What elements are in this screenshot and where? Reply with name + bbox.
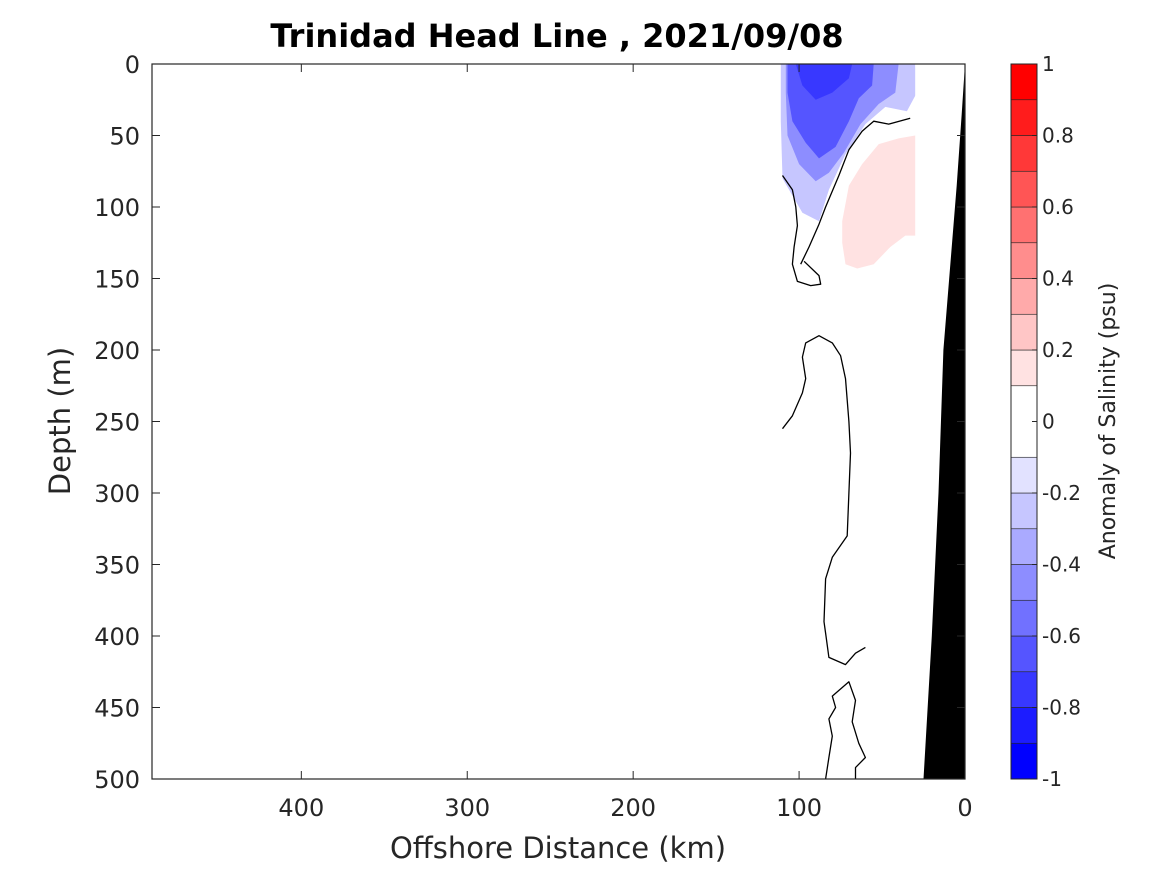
colorbar-band: [1010, 242, 1038, 279]
colorbar-band: [1010, 99, 1038, 136]
colorbar-band: [1010, 63, 1038, 101]
y-tick-label: 100: [94, 194, 140, 222]
colorbar-tick-label: 0.2: [1042, 338, 1074, 362]
colorbar-band: [1010, 492, 1038, 530]
contour-fill-saline-lens: [842, 135, 916, 269]
colorbar-tick-label: -0.6: [1042, 624, 1081, 648]
zero-contour-line: [824, 681, 867, 779]
colorbar-band: [1010, 707, 1038, 744]
plot-background: [152, 64, 965, 779]
x-tick-label: 200: [610, 794, 656, 822]
colorbar-tick-label: 1: [1042, 52, 1055, 76]
colorbar-band: [1010, 170, 1038, 208]
chart-title: Trinidad Head Line , 2021/09/08: [270, 17, 843, 55]
colorbar-tick-label: -1: [1042, 767, 1062, 791]
y-tick-label: 350: [94, 552, 140, 580]
colorbar-band: [1010, 528, 1038, 565]
data-gap: [915, 64, 965, 129]
contour-fill-fresh-core-deep: [795, 64, 853, 100]
contour-fills: [780, 64, 965, 269]
y-tick-label: 150: [94, 266, 140, 294]
x-axis-label: Offshore Distance (km): [390, 831, 726, 865]
y-tick-label: 0: [125, 51, 140, 79]
y-tick-label: 50: [109, 123, 140, 151]
colorbar-band: [1010, 313, 1038, 351]
y-tick-label: 400: [94, 623, 140, 651]
colorbar-band: [1010, 599, 1038, 637]
y-tick-label: 500: [94, 766, 140, 794]
y-tick-label: 300: [94, 480, 140, 508]
zero-contour-line: [781, 335, 866, 666]
colorbar-band: [1010, 135, 1038, 172]
zero-contours: [781, 117, 911, 779]
colorbar-band: [1010, 206, 1038, 244]
colorbar-tick-label: -0.4: [1042, 553, 1081, 577]
y-tick-label: 250: [94, 409, 140, 437]
colorbar-band: [1010, 671, 1038, 708]
seafloor: [923, 64, 965, 779]
zero-contour-line: [781, 175, 822, 287]
x-tick-label: 400: [278, 794, 324, 822]
axis-ticks: 400 300 200 100 0 0 50 100 150 200 250 300 350 400 450…: [94, 51, 972, 822]
plot-frame: [151, 63, 966, 780]
colorbar-band: [1010, 564, 1038, 601]
colorbar-label: Anomaly of Salinity (psu): [1096, 283, 1121, 560]
y-tick-label: 200: [94, 337, 140, 365]
colorbar-tick-label: 0: [1042, 410, 1055, 434]
y-axis-label: Depth (m): [43, 347, 77, 495]
colorbar-band: [1010, 456, 1038, 494]
seafloor-bathymetry: [923, 64, 965, 779]
colorbar-tick-label: 0.8: [1042, 124, 1074, 148]
colorbar: -1 -0.8 -0.6 -0.4 -0.2 0 0.2 0.4 0.6 0.8 1: [1010, 52, 1081, 791]
colorbar-tick-label: -0.8: [1042, 696, 1081, 720]
colorbar-band: [1010, 278, 1038, 315]
colorbar-tick-label: 0.6: [1042, 195, 1074, 219]
colorbar-tick-label: -0.2: [1042, 481, 1081, 505]
colorbar-band: [1010, 635, 1038, 673]
colorbar-band: [1010, 742, 1038, 780]
x-tick-label: 100: [776, 794, 822, 822]
zero-contour-line: [800, 117, 911, 265]
y-tick-label: 450: [94, 695, 140, 723]
x-tick-label: 0: [957, 794, 972, 822]
colorbar-tick-label: 0.4: [1042, 267, 1074, 291]
plot-area: 400 300 200 100 0 0 50 100 150 200 250 300 350 400 450…: [94, 51, 972, 822]
x-tick-label: 300: [444, 794, 490, 822]
colorbar-band: [1010, 349, 1038, 387]
